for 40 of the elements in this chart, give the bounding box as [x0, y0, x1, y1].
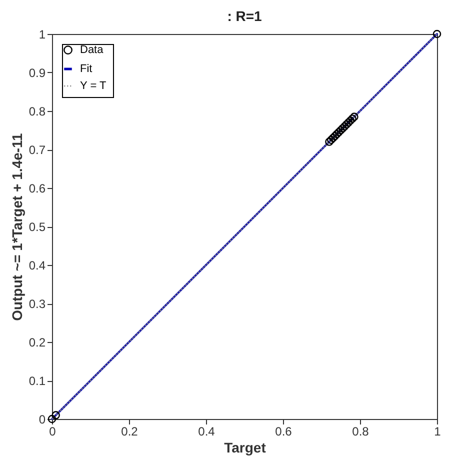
- point: [326, 136, 336, 144]
- point: [334, 128, 343, 136]
- y-tick-label: 0.5: [28, 220, 46, 234]
- point: [342, 120, 351, 129]
- x-tick-label: 0.8: [352, 424, 370, 438]
- point: [340, 122, 349, 131]
- x-tick-label: 0.4: [198, 424, 216, 438]
- y-tick-label: 0.1: [28, 374, 46, 388]
- y-tick-label: 0: [38, 412, 46, 426]
- point: [346, 116, 355, 125]
- x-tick-label: 0: [49, 424, 56, 438]
- point: [338, 124, 347, 132]
- legend-label: Data: [80, 44, 104, 56]
- y-tick-label: 0.2: [28, 336, 46, 350]
- point: [328, 134, 338, 142]
- point: [336, 126, 345, 134]
- x-tick-label: 0.2: [121, 424, 138, 438]
- y-tick-label: 0.6: [28, 182, 46, 196]
- point: [48, 414, 56, 424]
- point: [348, 114, 356, 123]
- legend-label: Fit: [80, 63, 92, 75]
- y-tick-label: 0.8: [28, 104, 46, 118]
- legend-label: Y = T: [80, 80, 106, 92]
- y-tick-label: 1: [38, 28, 46, 42]
- chart-title: : R=1: [227, 8, 262, 24]
- y-tick-label: 0.4: [28, 258, 46, 272]
- point: [344, 118, 353, 127]
- x-tick-label: 1: [434, 424, 442, 438]
- point: [350, 112, 358, 121]
- point: [52, 411, 60, 420]
- point: [325, 138, 334, 146]
- point: [332, 130, 342, 138]
- y-tick-label: 0.9: [28, 66, 46, 80]
- point: [330, 132, 340, 140]
- x-tick-label: 0.6: [275, 424, 292, 438]
- point: [432, 30, 442, 38]
- y-tick-label: 0.7: [28, 143, 46, 157]
- y-tick-label: 0.3: [28, 297, 46, 311]
- y-axis-title: Output ~= 1*Target + 1.4e-11: [8, 132, 25, 321]
- x-axis-title: Target: [224, 440, 266, 456]
